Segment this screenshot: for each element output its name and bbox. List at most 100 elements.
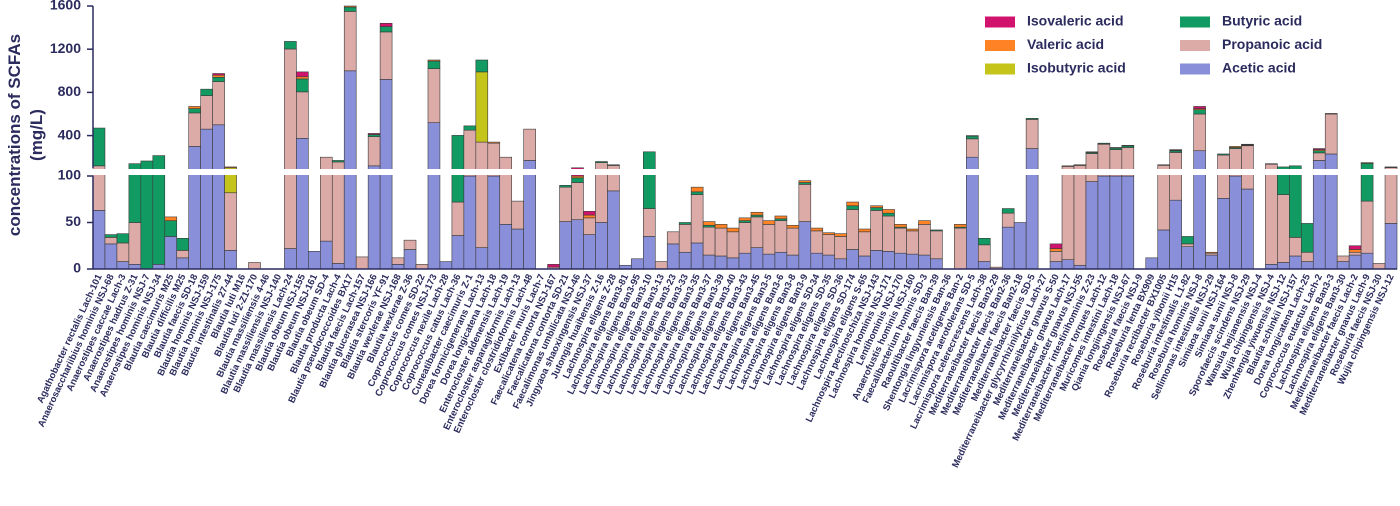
bar-segment [750, 216, 764, 248]
bar-segment [726, 231, 740, 259]
y-tick-label: 0 [73, 260, 81, 276]
bar-segment [906, 253, 919, 270]
bar-segment [116, 261, 130, 270]
bar-segment [463, 125, 477, 131]
bar-segment [200, 128, 213, 270]
bar-segment [212, 74, 225, 78]
bar-segment [499, 224, 513, 270]
bar-segment [930, 229, 943, 232]
bar-segment [977, 244, 991, 262]
bar-segment [583, 217, 596, 235]
bar-segment [894, 227, 907, 254]
bar-segment [918, 254, 931, 270]
bar-segment [954, 227, 967, 270]
bar-segment [128, 222, 142, 265]
bar-segment [846, 249, 859, 270]
bar-segment [1061, 166, 1075, 261]
bar-segment [1348, 254, 1362, 270]
bar-segment [487, 175, 501, 270]
bar-segment [1265, 163, 1278, 165]
bar-segment [1289, 237, 1302, 257]
bar-segment [870, 250, 883, 270]
bar-segment [104, 234, 118, 238]
bar-segment [116, 233, 130, 244]
bar-segment [1181, 246, 1194, 270]
bar-segment [1312, 152, 1326, 161]
bar-segment [188, 106, 201, 109]
bar-segment [200, 95, 213, 130]
bar-segment [487, 141, 501, 144]
bar-segment [1049, 243, 1063, 249]
bar-segment [654, 261, 668, 270]
bar-segment [1169, 149, 1182, 151]
bar-segment [846, 205, 859, 210]
bar-segment [188, 112, 201, 147]
bar-segment [690, 194, 704, 244]
bar-segment [607, 164, 620, 166]
axis-break [89, 169, 1399, 175]
bar-segment [1181, 243, 1194, 247]
bar-segment [1360, 162, 1374, 164]
legend-label: Isobutyric acid [1027, 60, 1126, 76]
bar-segment [1049, 251, 1063, 262]
bar-segment [1217, 198, 1230, 270]
bar-segment [714, 255, 728, 270]
y-tick-label: 800 [58, 83, 82, 99]
bar-segment [284, 48, 297, 249]
bar-segment [1085, 151, 1099, 153]
bar-segment [738, 252, 752, 270]
bar-segment [690, 242, 704, 270]
bar-segment [1360, 252, 1374, 270]
bar-segment [379, 26, 393, 33]
bar-segment [296, 91, 309, 139]
bar-segment [1001, 212, 1015, 228]
bar-segment [822, 234, 836, 256]
bar-segment [1348, 249, 1362, 253]
bar-segment [212, 76, 225, 82]
bar-segment [1312, 148, 1326, 150]
bar-segment [930, 230, 943, 260]
bar-segment [858, 255, 871, 270]
bar-segment [702, 221, 716, 226]
bar-segment [882, 215, 895, 252]
bar-segment [343, 11, 357, 72]
bar-segment [1121, 145, 1135, 147]
bar-segment [475, 71, 489, 143]
bar-segment [810, 230, 824, 254]
bar-segment [212, 81, 225, 126]
bar-segment [894, 224, 907, 228]
bar-segment [1205, 251, 1218, 254]
bar-segment [547, 264, 560, 268]
bar-segment [427, 68, 441, 123]
bar-segment [559, 185, 572, 188]
bar-segment [1384, 167, 1398, 224]
legend-swatch [1180, 40, 1210, 51]
bar-segment [690, 186, 704, 193]
legend-label: Butyric acid [1222, 13, 1302, 29]
bar-segment [870, 210, 883, 251]
legend-swatch [1180, 16, 1210, 28]
legend-swatch [1180, 63, 1210, 75]
bar-segment [463, 175, 477, 270]
bar-segment [1372, 263, 1386, 270]
bar-segment [571, 182, 584, 221]
bar-segment [1229, 146, 1242, 148]
bar-segment [666, 231, 680, 245]
bar-segment [331, 161, 345, 264]
bar-segment [583, 211, 596, 216]
bar-segment [1193, 150, 1206, 270]
bar-segment [930, 258, 943, 270]
bar-segment [834, 236, 847, 260]
bar-segment [176, 250, 190, 259]
bar-segment [1157, 229, 1170, 270]
bar-segment [762, 224, 776, 255]
legend-swatch [985, 16, 1015, 28]
bar-segment [786, 227, 800, 256]
bar-segment [1241, 188, 1254, 270]
y-axis-label: concentrations of SCFAs [5, 34, 24, 236]
bar-segment [1001, 208, 1015, 214]
y-tick-label: 400 [58, 126, 82, 142]
bar-segment [1109, 175, 1123, 270]
bar-segment [762, 220, 776, 225]
bar-segment [690, 191, 704, 195]
